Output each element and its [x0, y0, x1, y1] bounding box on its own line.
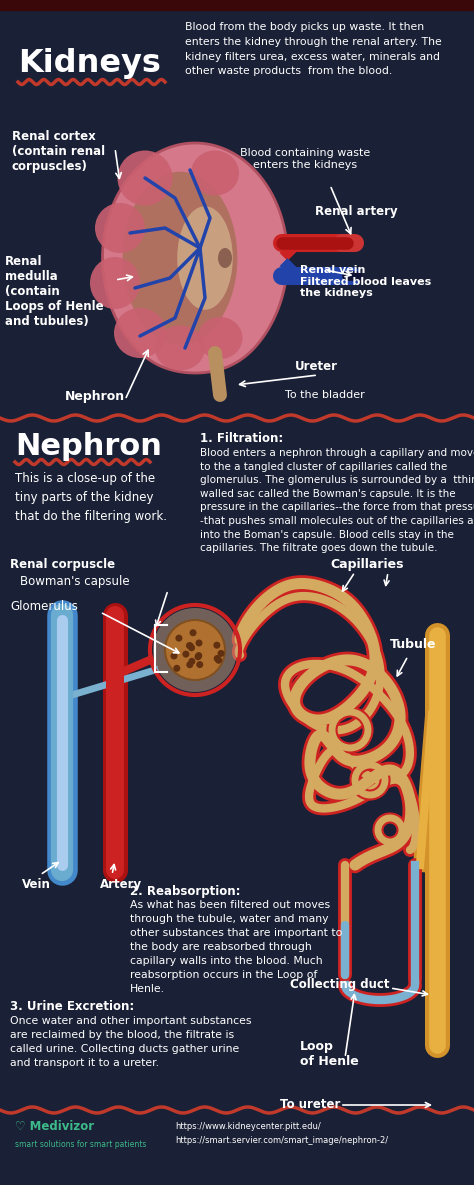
Circle shape [213, 642, 220, 648]
Text: https://www.kidneycenter.pitt.edu/: https://www.kidneycenter.pitt.edu/ [175, 1122, 321, 1130]
Text: 1. Filtration:: 1. Filtration: [200, 433, 283, 446]
Circle shape [173, 665, 180, 672]
Circle shape [195, 652, 202, 659]
Ellipse shape [198, 318, 243, 359]
Text: Blood from the body picks up waste. It then
enters the kidney through the renal : Blood from the body picks up waste. It t… [185, 23, 442, 76]
Circle shape [196, 661, 203, 668]
Text: Glomerulus: Glomerulus [10, 600, 78, 613]
Circle shape [153, 608, 237, 692]
Circle shape [171, 653, 177, 660]
Text: Once water and other important substances
are reclaimed by the blood, the filtra: Once water and other important substance… [10, 1016, 252, 1068]
Text: Kidneys: Kidneys [18, 49, 161, 79]
Text: 3. Urine Excretion:: 3. Urine Excretion: [10, 1000, 134, 1013]
Polygon shape [102, 143, 288, 373]
Text: Tubule: Tubule [390, 638, 437, 651]
Circle shape [188, 658, 195, 665]
Text: Renal vein
Filtered blood leaves
the kidneys: Renal vein Filtered blood leaves the kid… [300, 265, 431, 299]
Text: Collecting duct: Collecting duct [290, 978, 390, 991]
Text: Renal cortex
(contain renal
corpuscles): Renal cortex (contain renal corpuscles) [12, 130, 105, 173]
Text: This is a close-up of the
tiny parts of the kidney
that do the filtering work.: This is a close-up of the tiny parts of … [15, 472, 167, 523]
Ellipse shape [191, 150, 239, 196]
Text: Renal artery: Renal artery [315, 205, 398, 218]
Ellipse shape [118, 150, 173, 205]
Ellipse shape [123, 172, 237, 345]
Ellipse shape [90, 257, 140, 309]
Ellipse shape [95, 203, 145, 254]
Text: https://smart.servier.com/smart_image/nephron-2/: https://smart.servier.com/smart_image/ne… [175, 1136, 388, 1145]
Circle shape [165, 620, 225, 680]
Text: ♡ Medivizor: ♡ Medivizor [15, 1120, 94, 1133]
Text: Bowman's capsule: Bowman's capsule [20, 575, 129, 588]
Text: Blood containing waste
enters the kidneys: Blood containing waste enters the kidney… [240, 148, 370, 169]
Circle shape [188, 645, 195, 652]
Circle shape [186, 661, 193, 668]
Circle shape [214, 655, 221, 662]
Circle shape [218, 649, 225, 656]
Text: Artery: Artery [100, 878, 142, 891]
Circle shape [186, 642, 193, 649]
Bar [0, 0, 474, 9]
Text: Nephron: Nephron [15, 433, 162, 461]
Text: To the bladder: To the bladder [285, 390, 365, 401]
Circle shape [187, 642, 194, 649]
Ellipse shape [218, 248, 232, 268]
Text: Loop
of Henle: Loop of Henle [300, 1040, 359, 1068]
Ellipse shape [155, 326, 205, 371]
Circle shape [195, 640, 202, 647]
Ellipse shape [114, 308, 166, 358]
Text: smart solutions for smart patients: smart solutions for smart patients [15, 1140, 146, 1149]
Text: To ureter: To ureter [280, 1098, 340, 1112]
Text: Blood enters a nephron through a capillary and moves
to the a tangled cluster of: Blood enters a nephron through a capilla… [200, 448, 474, 553]
Text: Nephron: Nephron [65, 390, 125, 403]
Text: Ureter: Ureter [295, 360, 338, 373]
Text: Capillaries: Capillaries [330, 558, 403, 571]
Text: 2. Reabsorption:: 2. Reabsorption: [130, 885, 240, 898]
Circle shape [190, 629, 197, 636]
Text: Renal corpuscle: Renal corpuscle [10, 558, 115, 571]
Circle shape [182, 651, 190, 658]
Ellipse shape [177, 206, 233, 309]
Circle shape [175, 635, 182, 641]
Circle shape [194, 653, 201, 660]
Text: As what has been filtered out moves
through the tubule, water and many
other sub: As what has been filtered out moves thro… [130, 899, 342, 994]
Circle shape [215, 656, 222, 664]
Text: Renal
medulla
(contain
Loops of Henle
and tubules): Renal medulla (contain Loops of Henle an… [5, 255, 104, 328]
Text: Vein: Vein [22, 878, 51, 891]
